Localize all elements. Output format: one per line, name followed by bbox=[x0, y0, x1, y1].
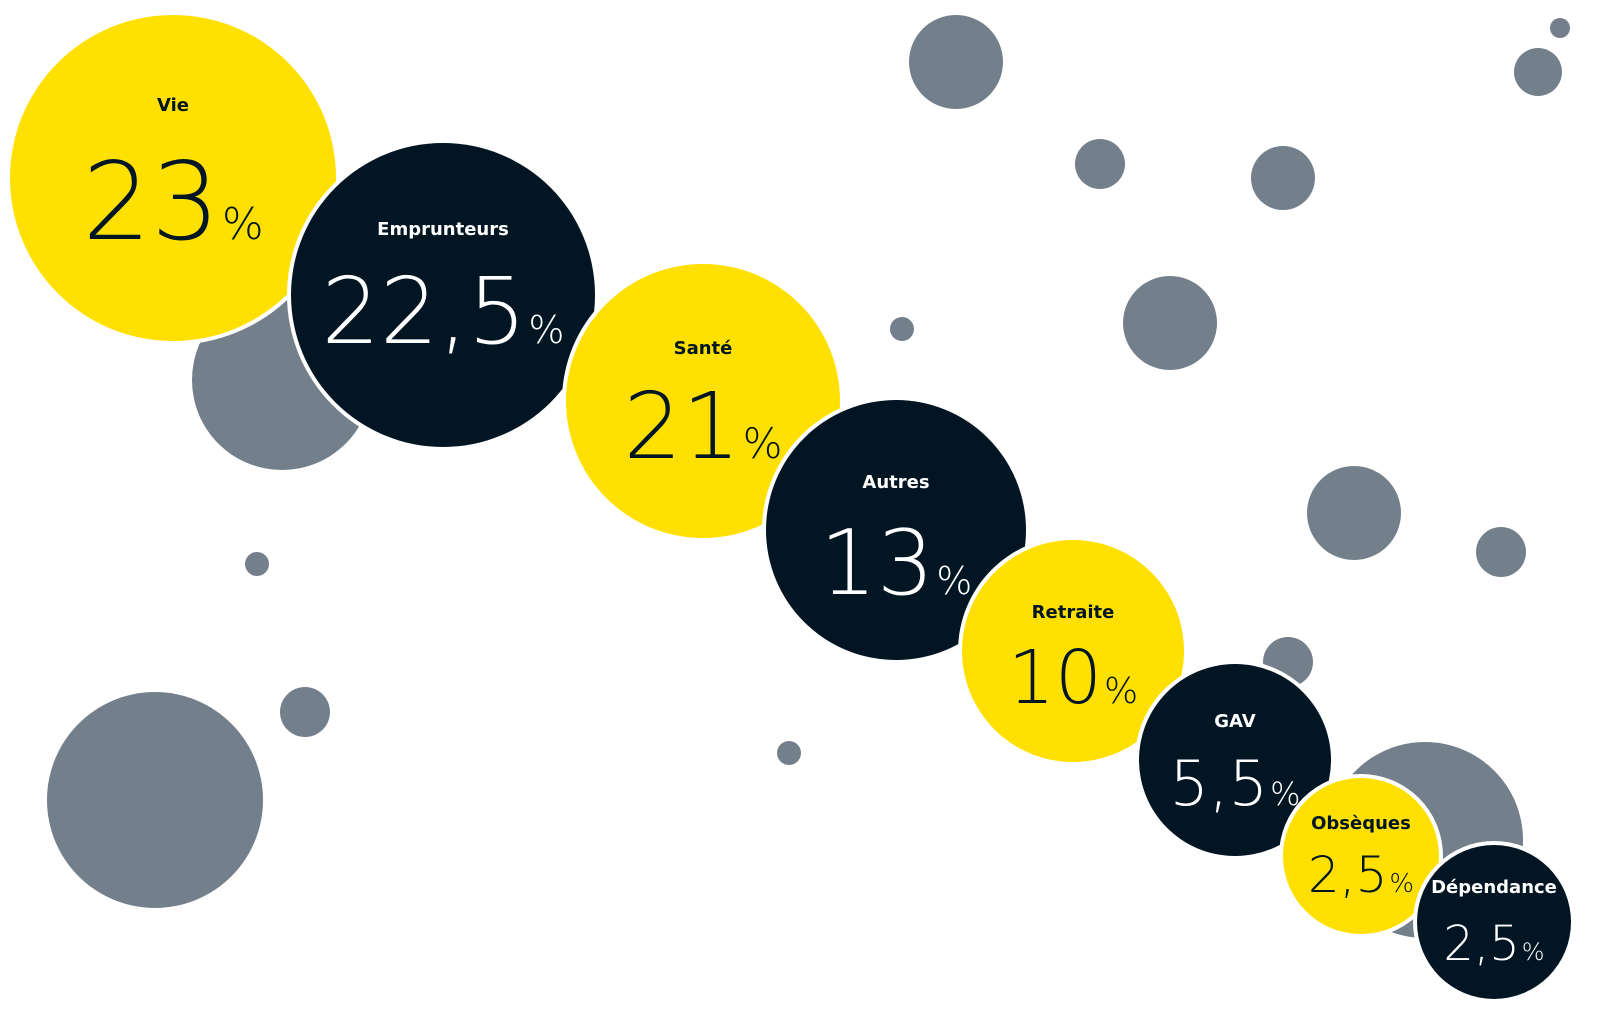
bubble: Dépendance 2,5% bbox=[1413, 841, 1575, 1003]
bubble-value-number: 10 bbox=[1008, 635, 1102, 721]
decor-circle bbox=[1550, 18, 1570, 38]
bubble-value-unit: % bbox=[1104, 671, 1138, 712]
bubble-value-unit: % bbox=[1270, 775, 1300, 813]
bubble-circle bbox=[766, 400, 1026, 660]
bubble-value-label: 22,5% bbox=[322, 258, 565, 365]
decor-circle bbox=[1075, 139, 1125, 189]
bubble-value-label: 10% bbox=[1008, 635, 1138, 721]
bubble-value-label: 21% bbox=[624, 373, 783, 480]
bubble-value-number: 23 bbox=[82, 140, 219, 265]
bubble-value-unit: % bbox=[528, 308, 564, 352]
bubble-circle bbox=[10, 15, 336, 341]
bubble-circle bbox=[291, 143, 595, 447]
bubble-value-number: 21 bbox=[624, 373, 741, 480]
decor-circle bbox=[777, 741, 801, 765]
bubble-circle bbox=[962, 540, 1184, 762]
bubble: Autres 13% bbox=[762, 396, 1030, 664]
bubble-category-label: GAV bbox=[1214, 711, 1255, 732]
decor-circle bbox=[245, 552, 269, 576]
bubble: Santé 21% bbox=[562, 260, 844, 542]
bubble-value-number: 22,5 bbox=[322, 258, 527, 365]
bubble-value-number: 2,5 bbox=[1308, 846, 1388, 904]
bubble-value-unit: % bbox=[743, 419, 783, 468]
bubble-category-label: Autres bbox=[862, 472, 929, 493]
bubble-category-label: Dépendance bbox=[1431, 877, 1557, 898]
bubble-category-label: Vie bbox=[157, 95, 189, 116]
bubble-value-label: 2,5% bbox=[1443, 916, 1544, 972]
bubble-category-label: Obsèques bbox=[1311, 813, 1411, 834]
bubble-value-label: 13% bbox=[820, 511, 973, 616]
bubble-value-label: 2,5% bbox=[1308, 846, 1414, 904]
bubble-category-label: Emprunteurs bbox=[377, 219, 509, 240]
decor-circle bbox=[1251, 146, 1315, 210]
bubble-value-unit: % bbox=[936, 559, 972, 603]
bubble-category-label: Santé bbox=[674, 338, 733, 359]
bubble-value-number: 5,5 bbox=[1169, 747, 1268, 820]
bubble-circle bbox=[1139, 664, 1331, 856]
bubble-circle bbox=[1283, 778, 1439, 934]
bubble: Retraite 10% bbox=[958, 536, 1188, 766]
bubble-value-number: 13 bbox=[820, 511, 935, 616]
bubble: Obsèques 2,5% bbox=[1279, 774, 1443, 938]
decor-circle bbox=[1514, 48, 1562, 96]
bubble-value-unit: % bbox=[222, 199, 264, 250]
bubble-value-unit: % bbox=[1389, 869, 1414, 899]
bubble-category-label: Retraite bbox=[1032, 602, 1115, 623]
bubble-value-label: 23% bbox=[82, 140, 263, 265]
bubble-value-label: 5,5% bbox=[1169, 747, 1300, 820]
decor-circle bbox=[280, 687, 330, 737]
decor-circle bbox=[1123, 276, 1217, 370]
bubble: Emprunteurs 22,5% bbox=[287, 139, 599, 451]
bubble-circle bbox=[566, 264, 840, 538]
decor-circle bbox=[890, 317, 914, 341]
decor-circle bbox=[909, 15, 1003, 109]
bubble-value-unit: % bbox=[1522, 938, 1545, 966]
decor-circle bbox=[1476, 527, 1526, 577]
bubble-value-number: 2,5 bbox=[1443, 916, 1519, 972]
decor-circle bbox=[47, 692, 263, 908]
decor-circle bbox=[1307, 466, 1401, 560]
bubble-circle bbox=[1417, 845, 1571, 999]
bubble: Vie 23% bbox=[6, 11, 340, 345]
bubble: GAV 5,5% bbox=[1135, 660, 1335, 860]
